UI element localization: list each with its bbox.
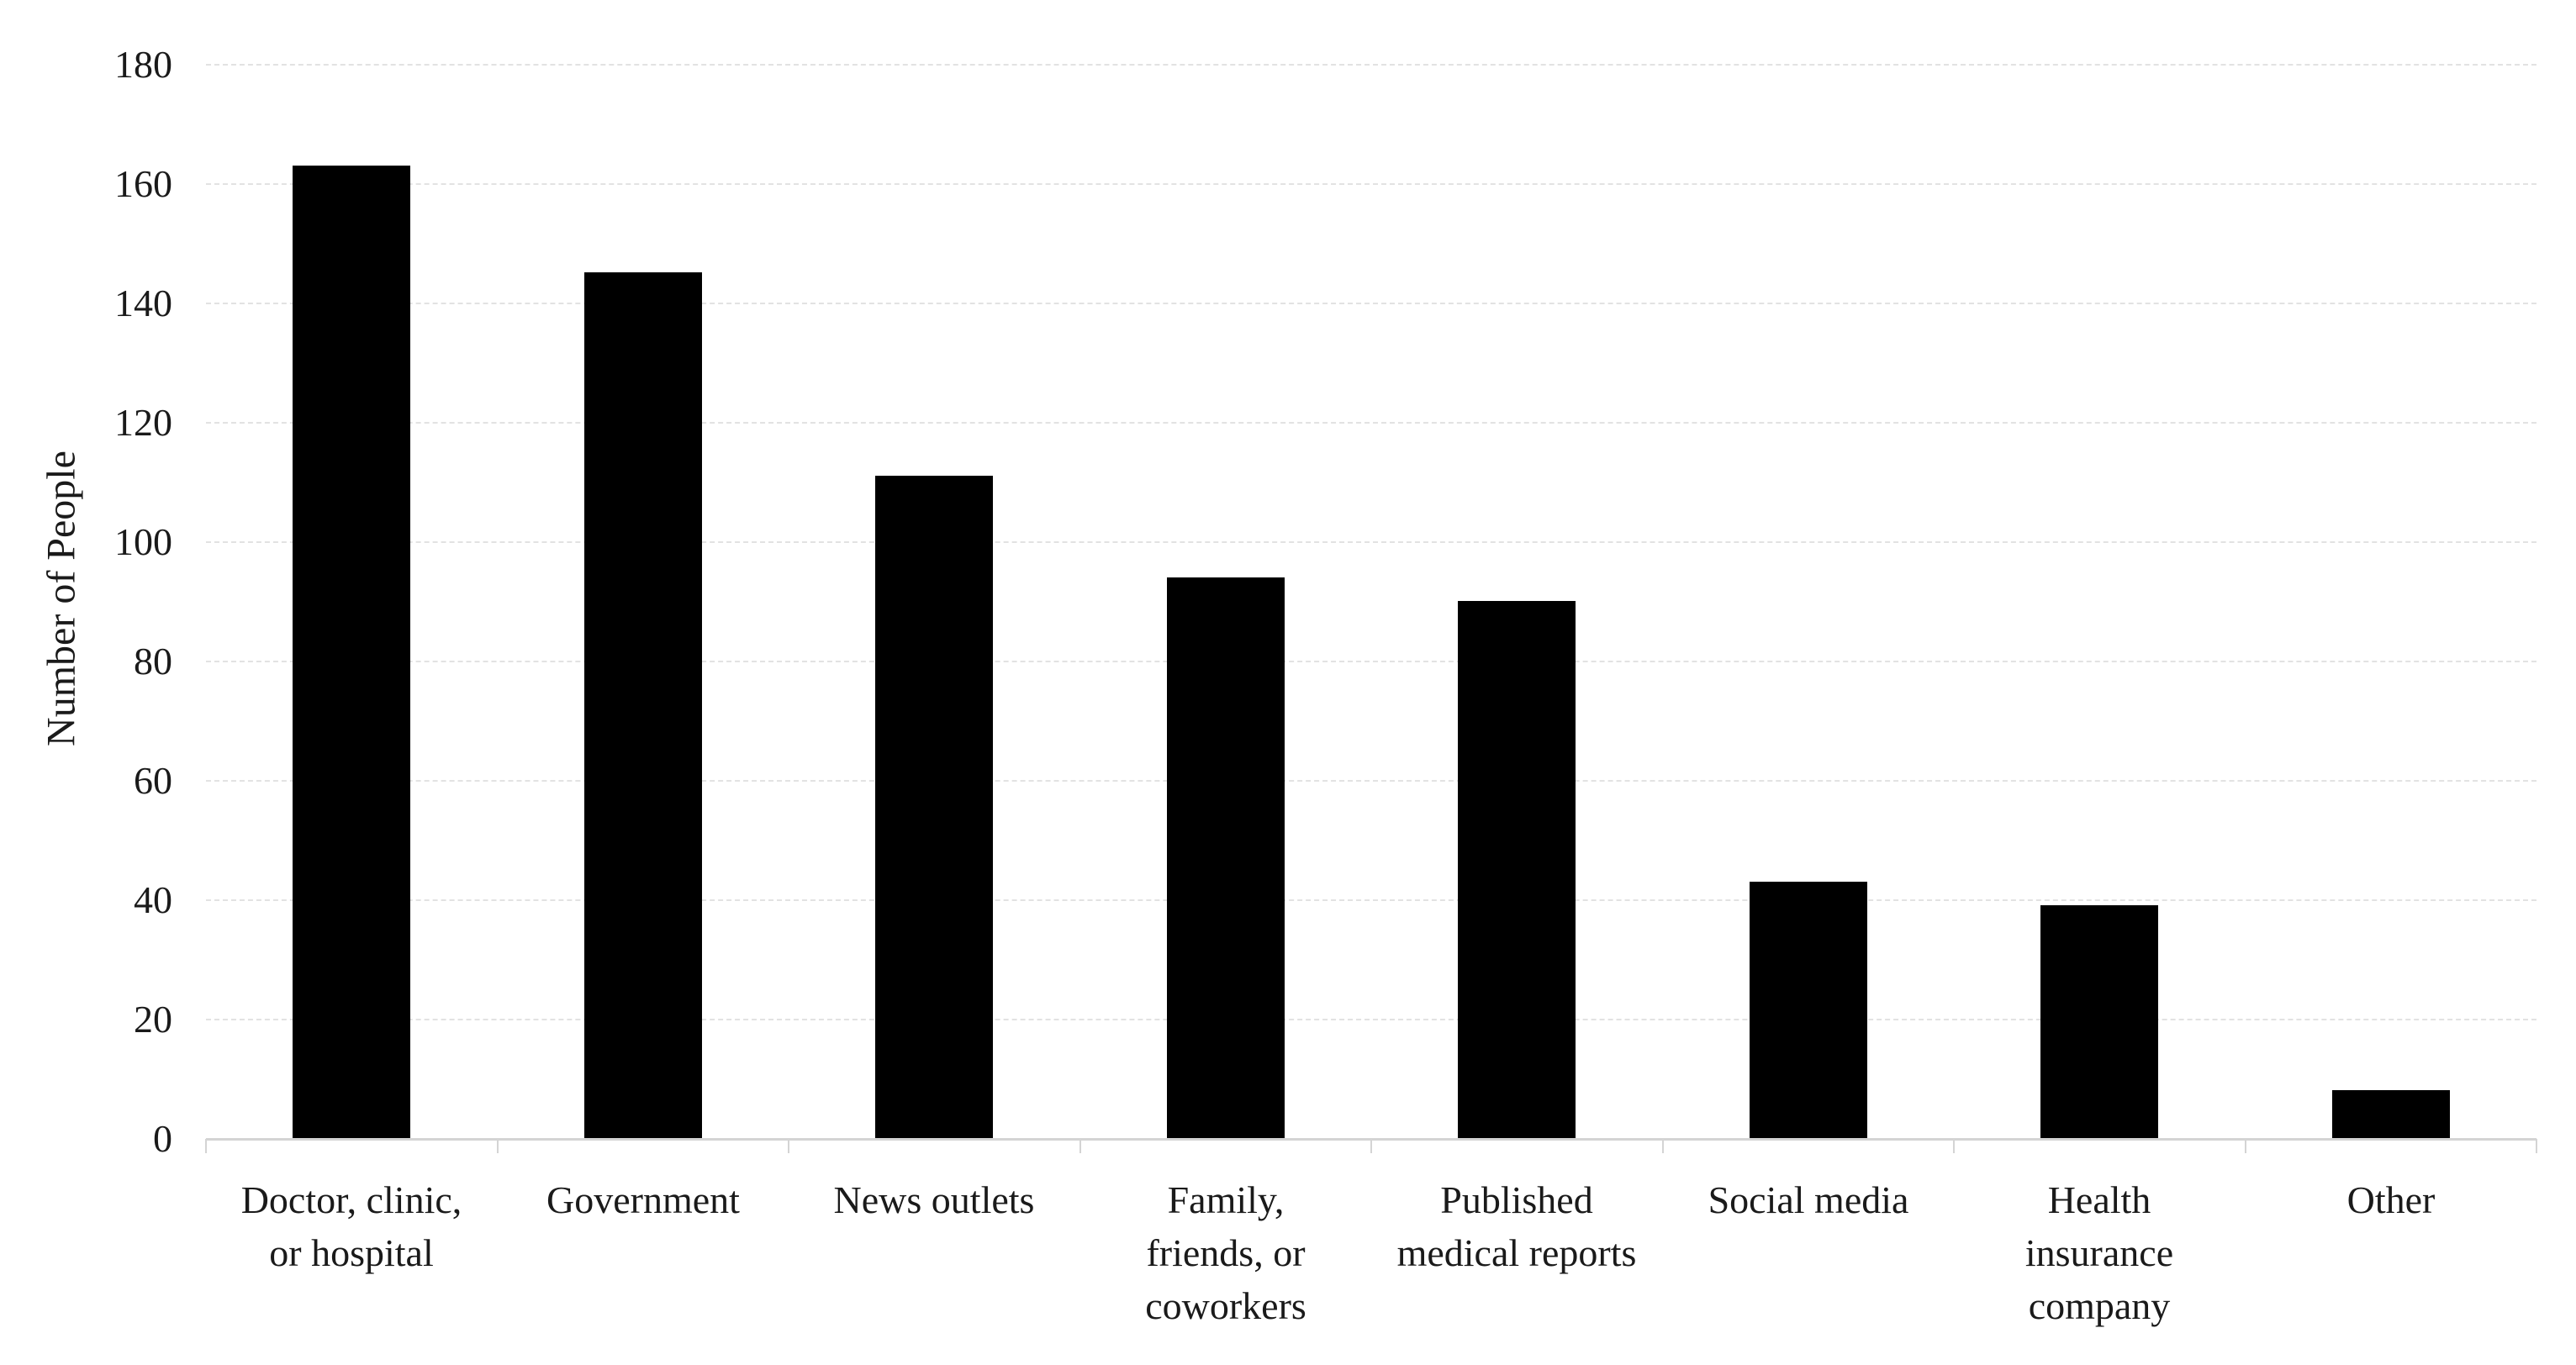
y-tick-label-120: 120 xyxy=(114,401,172,444)
y-tick-label-60: 60 xyxy=(134,759,172,802)
gridline-140 xyxy=(206,303,2536,304)
category-label-other: Other xyxy=(2231,1173,2551,1226)
category-label-social-media: Social media xyxy=(1649,1173,1968,1226)
category-label-line: coworkers xyxy=(1145,1284,1306,1327)
x-axis-tick xyxy=(205,1139,207,1153)
category-label-line: Family, xyxy=(1167,1178,1285,1221)
category-label-family-friends-or-coworkers: Family, friends, or coworkers xyxy=(1066,1173,1386,1332)
y-axis-title: Number of People xyxy=(39,451,84,746)
gridline-80 xyxy=(206,661,2536,662)
gridline-100 xyxy=(206,541,2536,543)
x-axis-tick xyxy=(1079,1139,1081,1153)
category-label-government: Government xyxy=(483,1173,803,1226)
category-label-health-insurance-company: Health insurance company xyxy=(1940,1173,2259,1332)
bar-health-insurance-company xyxy=(2040,905,2158,1138)
category-label-line: company xyxy=(2028,1284,2171,1327)
x-axis-tick xyxy=(2245,1139,2246,1153)
bar-government xyxy=(584,272,702,1138)
y-tick-label-100: 100 xyxy=(114,520,172,563)
y-tick-label-140: 140 xyxy=(114,282,172,324)
y-tick-label-160: 160 xyxy=(114,162,172,205)
x-axis-tick xyxy=(2536,1139,2537,1153)
y-tick-label-40: 40 xyxy=(134,878,172,921)
bar-other xyxy=(2332,1090,2450,1138)
x-axis-tick xyxy=(788,1139,789,1153)
category-label-line: News outlets xyxy=(833,1178,1035,1221)
y-tick-label-20: 20 xyxy=(134,998,172,1041)
bar-family-friends-or-coworkers xyxy=(1167,577,1285,1138)
x-axis-tick xyxy=(1662,1139,1664,1153)
x-axis-tick xyxy=(1953,1139,1955,1153)
category-label-doctor-clinic-or-hospital: Doctor, clinic, or hospital xyxy=(192,1173,511,1279)
x-axis-tick xyxy=(1370,1139,1372,1153)
category-label-published-medical-reports: Published medical reports xyxy=(1357,1173,1676,1279)
bar-social-media xyxy=(1750,882,1867,1138)
category-label-line: insurance xyxy=(2024,1231,2174,1274)
category-label-line: medical reports xyxy=(1396,1231,1637,1274)
gridline-120 xyxy=(206,422,2536,424)
category-label-line: or hospital xyxy=(269,1231,434,1274)
gridline-20 xyxy=(206,1019,2536,1020)
category-label-line: friends, or xyxy=(1146,1231,1306,1274)
category-label-line: Government xyxy=(546,1178,740,1221)
gridline-40 xyxy=(206,899,2536,901)
x-axis-tick xyxy=(497,1139,499,1153)
y-tick-label-0: 0 xyxy=(153,1117,172,1160)
y-tick-label-180: 180 xyxy=(114,43,172,86)
gridline-180 xyxy=(206,64,2536,66)
bar-published-medical-reports xyxy=(1458,601,1576,1138)
category-label-line: Doctor, clinic, xyxy=(240,1178,462,1221)
bar-news-outlets xyxy=(875,476,993,1138)
category-label-line: Published xyxy=(1440,1178,1593,1221)
gridline-60 xyxy=(206,780,2536,782)
y-tick-label-80: 80 xyxy=(134,640,172,682)
category-label-news-outlets: News outlets xyxy=(774,1173,1094,1226)
gridline-160 xyxy=(206,183,2536,185)
bar-doctor-clinic-or-hospital xyxy=(293,166,410,1138)
category-label-line: Other xyxy=(2346,1178,2436,1221)
category-label-line: Health xyxy=(2047,1178,2151,1221)
category-label-line: Social media xyxy=(1708,1178,1909,1221)
